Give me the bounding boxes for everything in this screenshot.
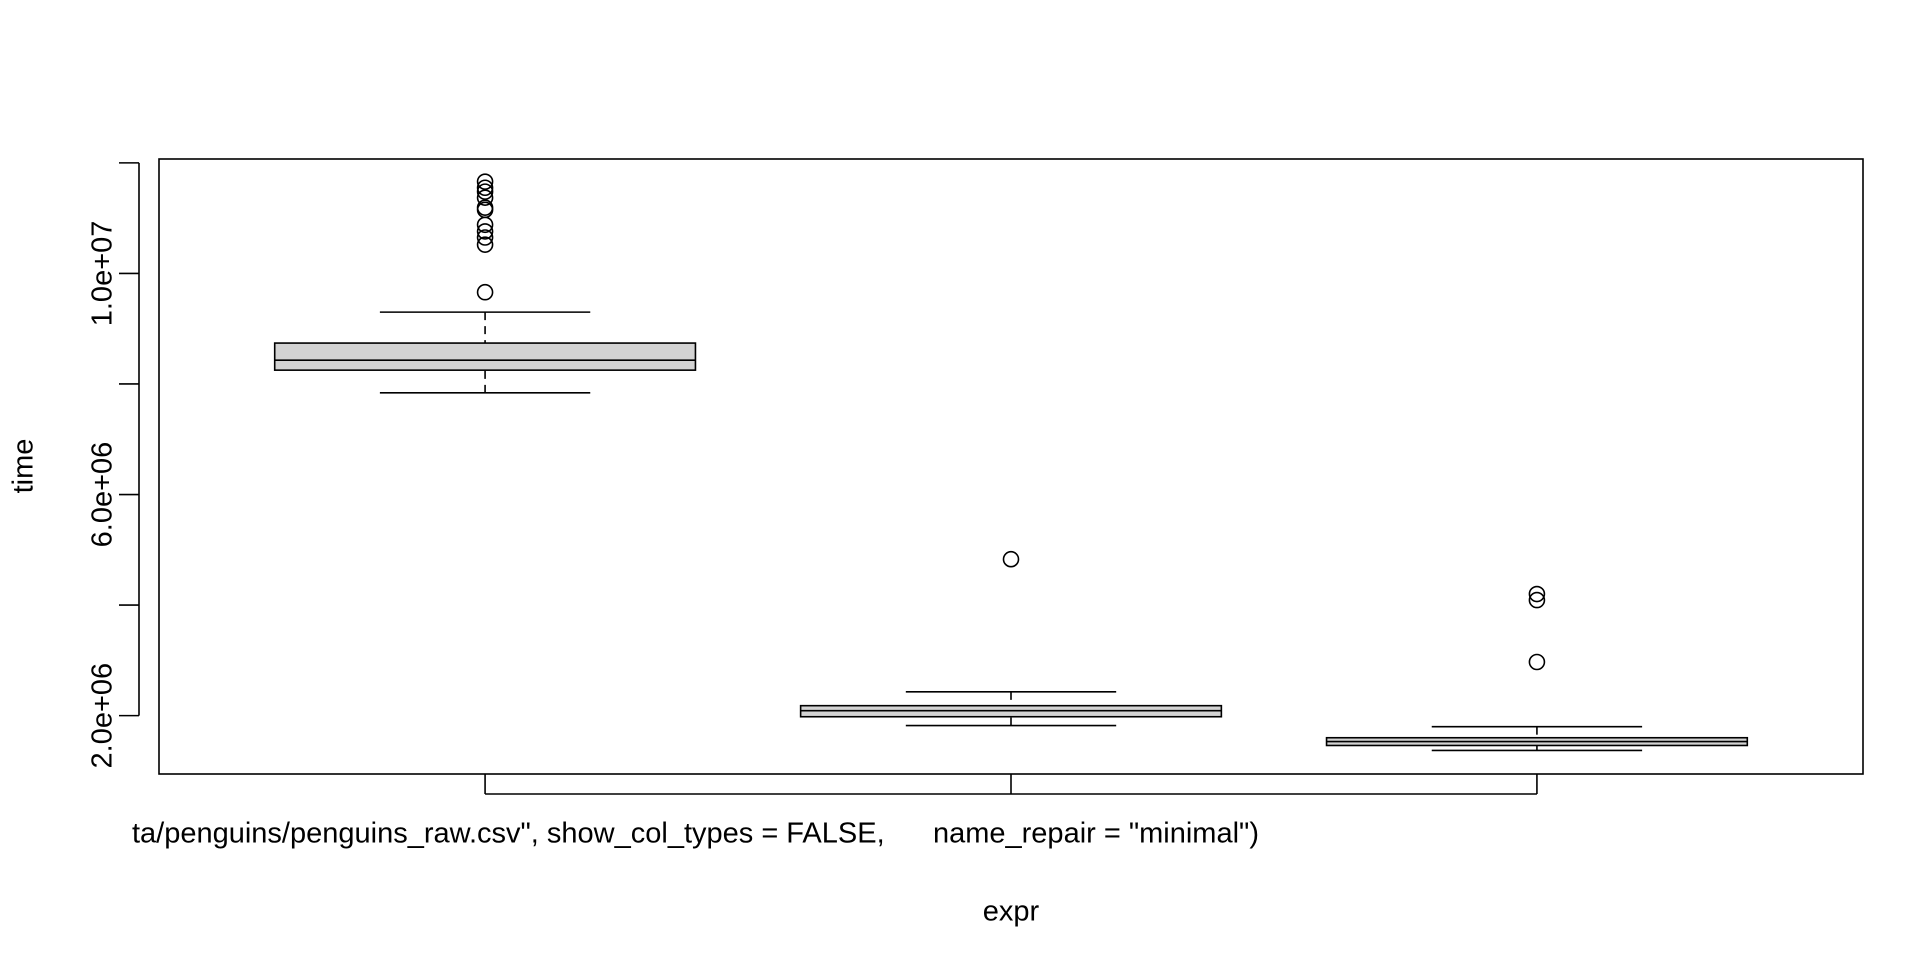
y-tick-label: 6.0e+06: [87, 442, 119, 548]
outlier: [1528, 585, 1546, 603]
outlier: [476, 283, 494, 301]
box: [273, 342, 697, 371]
x-axis-label: expr: [983, 896, 1040, 928]
outlier: [476, 183, 494, 200]
outlier: [476, 199, 494, 216]
outlier: [476, 229, 494, 246]
y-tick-label: 1.0e+07: [87, 221, 119, 327]
outlier: [476, 236, 494, 253]
outlier: [1528, 653, 1546, 671]
outlier: [1002, 550, 1020, 568]
outlier: [476, 173, 494, 190]
x-tick-label: ta/penguins/penguins_raw.csv", show_col_…: [132, 818, 1259, 850]
outlier: [476, 223, 494, 240]
outlier: [476, 189, 494, 206]
y-axis-label: time: [8, 439, 40, 494]
y-tick-label: 2.0e+06: [87, 663, 119, 769]
plot-frame: [158, 158, 1864, 775]
outlier: [476, 179, 494, 197]
outlier: [1528, 591, 1546, 609]
